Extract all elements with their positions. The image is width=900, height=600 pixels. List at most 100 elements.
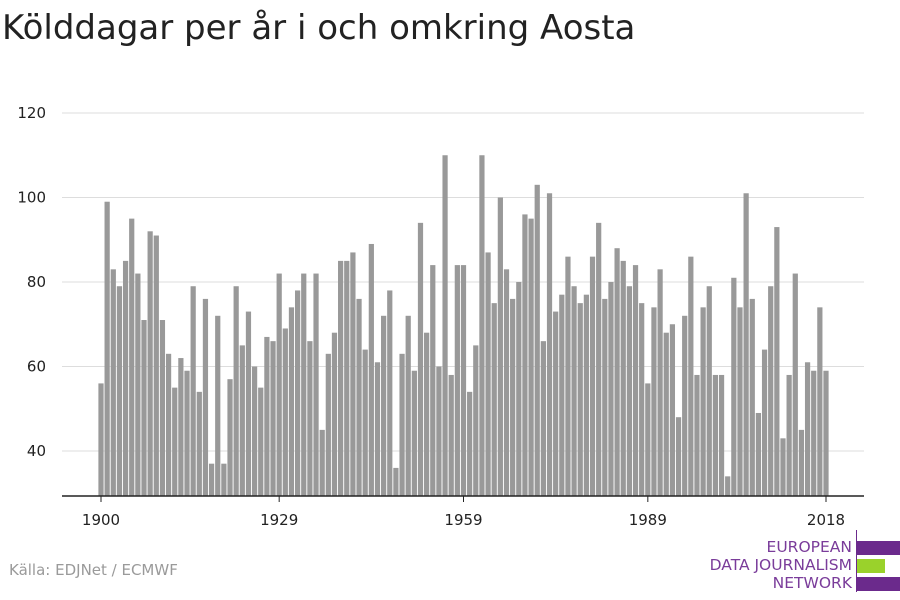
bar-1953 — [424, 332, 430, 496]
x-tick-label: 1959 — [444, 511, 482, 529]
bar-2004 — [737, 307, 743, 496]
bar-1911 — [165, 353, 172, 496]
bar-1978 — [577, 303, 583, 497]
bar-1900 — [98, 383, 104, 496]
bar-1976 — [565, 256, 571, 496]
bar-1909 — [153, 235, 159, 497]
bar-1930 — [282, 328, 288, 496]
logo-bar-purple-bottom — [856, 577, 900, 591]
bar-1993 — [669, 324, 676, 496]
bar-1982 — [602, 298, 608, 496]
bar-1914 — [184, 370, 190, 496]
bar-1955 — [436, 366, 442, 496]
bar-1922 — [233, 286, 239, 496]
bar-1933 — [301, 273, 307, 496]
bar-1960 — [467, 391, 473, 496]
bar-1932 — [295, 290, 301, 496]
bar-1926 — [258, 387, 264, 497]
bar-1937 — [325, 353, 331, 496]
y-tick-label: 60 — [27, 358, 46, 376]
bar-1934 — [307, 341, 313, 496]
bar-2016 — [811, 370, 817, 496]
bar-1995 — [682, 315, 688, 496]
bar-1975 — [559, 294, 565, 496]
bar-1981 — [596, 222, 602, 496]
logo-bar-green — [856, 559, 885, 573]
bar-2000 — [712, 374, 719, 496]
bar-2003 — [731, 277, 737, 496]
bar-1903 — [116, 286, 123, 496]
bar-1923 — [239, 345, 245, 497]
bar-1917 — [202, 298, 209, 496]
bar-1927 — [264, 336, 270, 496]
bar-1959 — [460, 265, 467, 496]
bar-1905 — [129, 218, 135, 497]
y-tick-label: 80 — [27, 273, 46, 291]
bar-2002 — [725, 476, 731, 496]
bar-2012 — [786, 374, 792, 496]
bar-1989 — [645, 383, 651, 496]
x-tick-label: 1989 — [629, 511, 667, 529]
bar-1935 — [313, 273, 319, 496]
bar-1990 — [651, 307, 657, 496]
bar-1938 — [331, 332, 338, 496]
bar-2013 — [792, 273, 798, 496]
bar-1947 — [387, 290, 393, 496]
y-tick-label: 40 — [27, 442, 46, 460]
bar-2009 — [768, 286, 774, 496]
bar-1952 — [417, 222, 424, 496]
bar-1919 — [215, 315, 221, 496]
bar-1918 — [208, 463, 215, 496]
bar-1966 — [503, 269, 510, 496]
bar-1945 — [374, 362, 381, 496]
bar-1939 — [338, 260, 344, 497]
x-tick-label: 1929 — [260, 511, 298, 529]
bar-1925 — [251, 366, 258, 496]
bar-1931 — [288, 307, 295, 496]
bar-1943 — [362, 349, 368, 496]
bar-1915 — [190, 286, 196, 496]
bar-1948 — [393, 467, 399, 496]
bar-1983 — [608, 282, 614, 496]
bar-1956 — [442, 155, 448, 496]
bar-1910 — [159, 320, 166, 496]
y-tick-label: 100 — [17, 189, 46, 207]
bar-1940 — [344, 260, 350, 497]
bar-1996 — [688, 256, 694, 496]
bar-1954 — [430, 265, 436, 496]
x-tick-label: 1900 — [82, 511, 120, 529]
bar-1949 — [399, 353, 405, 496]
bar-2017 — [817, 307, 823, 496]
bar-1906 — [135, 273, 141, 496]
bar-1970 — [528, 218, 534, 497]
y-tick-label: 120 — [17, 104, 46, 122]
bar-1936 — [319, 429, 325, 497]
logo-divider — [856, 530, 857, 592]
bar-1946 — [381, 315, 387, 496]
bar-2001 — [718, 374, 725, 496]
bar-1992 — [663, 332, 669, 496]
bar-1951 — [411, 370, 417, 496]
bar-1997 — [694, 374, 700, 496]
bar-1998 — [700, 307, 706, 496]
bar-1985 — [620, 260, 626, 497]
bar-1974 — [553, 311, 559, 496]
bar-1969 — [522, 214, 528, 496]
bar-1924 — [245, 311, 252, 496]
bars — [98, 155, 829, 497]
bar-1968 — [516, 282, 522, 496]
logo-line-2: DATA JOURNALISM — [709, 556, 852, 574]
y-axis: 40 60 80 100 120 — [17, 104, 46, 460]
bar-2005 — [743, 193, 749, 496]
x-tick-label: 2018 — [807, 511, 845, 529]
logo-line-1: EUROPEAN — [766, 538, 852, 556]
bar-1957 — [448, 374, 454, 496]
bar-1980 — [589, 256, 596, 496]
bar-2014 — [798, 429, 805, 497]
bar-2015 — [804, 362, 811, 496]
bar-2007 — [755, 412, 762, 496]
bar-1963 — [485, 252, 491, 496]
bar-1971 — [534, 184, 540, 496]
bar-1984 — [614, 248, 620, 496]
bar-1944 — [368, 243, 374, 496]
